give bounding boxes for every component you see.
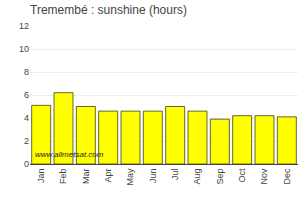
svg-text:Nov: Nov [259,168,269,185]
svg-text:Tremembé : sunshine (hours): Tremembé : sunshine (hours) [30,3,187,17]
svg-text:Sep: Sep [215,169,225,185]
svg-text:Mar: Mar [81,169,91,185]
svg-text:May: May [125,168,135,186]
svg-text:8: 8 [24,67,29,77]
svg-text:6: 6 [24,90,29,100]
svg-text:Apr: Apr [103,169,113,183]
svg-text:4: 4 [24,113,29,123]
svg-text:0: 0 [24,159,29,169]
svg-text:Dec: Dec [282,168,292,185]
svg-text:www.allmetsat.com: www.allmetsat.com [35,150,104,159]
svg-text:Oct: Oct [237,168,247,183]
svg-text:Aug: Aug [192,169,202,185]
svg-text:Jan: Jan [36,169,46,184]
svg-text:12: 12 [19,21,29,31]
svg-text:Jun: Jun [148,169,158,184]
svg-text:2: 2 [24,136,29,146]
svg-text:10: 10 [19,44,29,54]
svg-text:Feb: Feb [58,169,68,185]
svg-text:Jul: Jul [170,169,180,181]
